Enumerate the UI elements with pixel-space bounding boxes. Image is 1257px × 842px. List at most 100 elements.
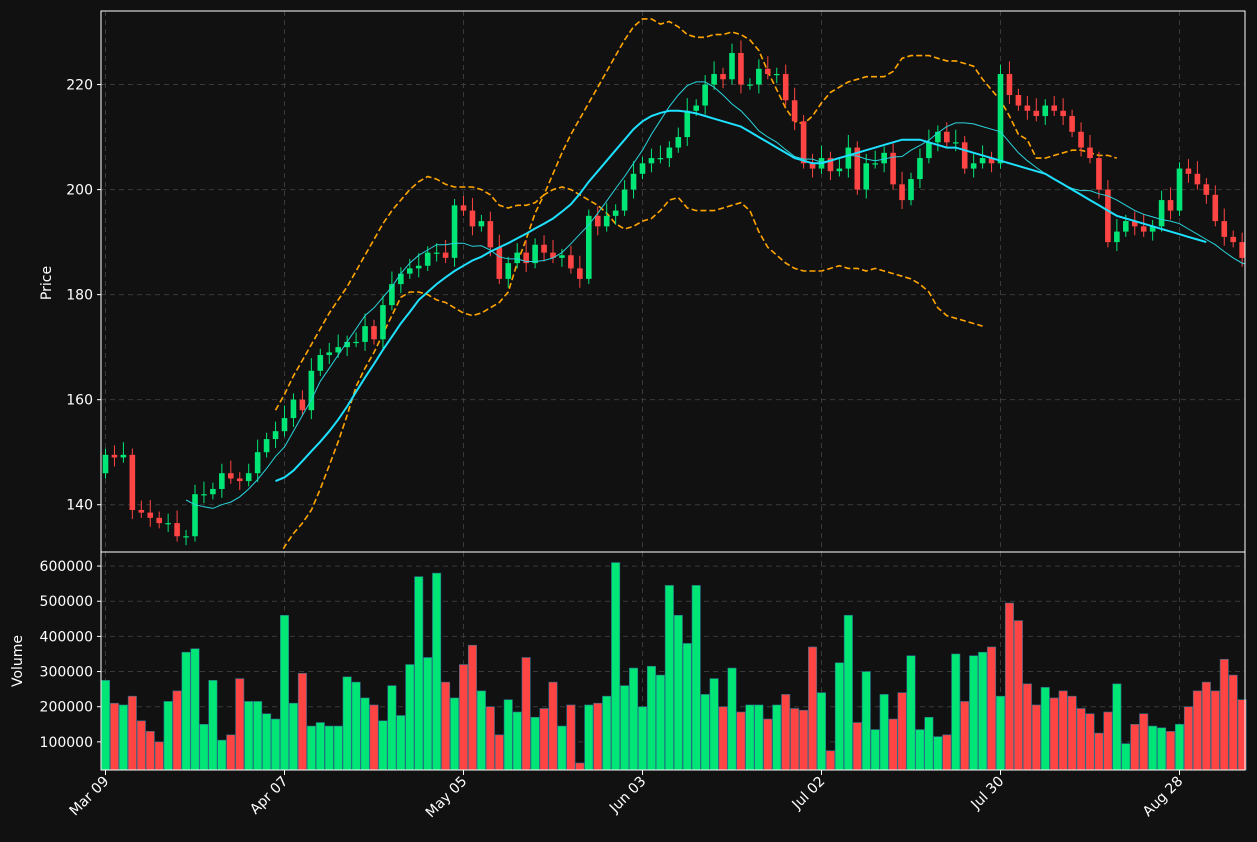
volume-y-axis-ticks: 100000 200000 300000 400000 500000 600000 [40, 559, 101, 751]
candle [979, 145, 986, 169]
candle-body [935, 131, 941, 143]
candle-body [657, 158, 664, 160]
volume-bar [288, 702, 298, 771]
volume-bar [951, 653, 961, 771]
candle-body [1176, 168, 1183, 211]
candle-body [988, 158, 995, 164]
candle [1069, 109, 1075, 138]
volume-bar [1121, 743, 1131, 771]
candle [1221, 208, 1228, 246]
volume-bar [458, 664, 468, 771]
candle-body [666, 147, 673, 159]
candle-body [433, 252, 440, 254]
candle-body [1185, 168, 1192, 174]
candle [442, 240, 449, 264]
volume-bar [1192, 690, 1202, 771]
candle [1212, 185, 1219, 227]
candle-body [738, 53, 744, 85]
candle-body [1203, 184, 1210, 195]
candle [1033, 98, 1040, 122]
candle-body [979, 158, 986, 164]
volume-bar [861, 671, 871, 771]
candle [961, 136, 968, 174]
candle [1078, 122, 1084, 157]
candle [192, 484, 198, 542]
candle [1194, 161, 1201, 190]
candle-body [648, 158, 655, 164]
candle [120, 442, 127, 463]
candle-body [639, 163, 646, 174]
candle-body [1006, 74, 1013, 96]
candle-body [756, 68, 762, 85]
candle [281, 405, 288, 437]
candle [469, 197, 476, 236]
candle-body [228, 473, 234, 479]
candle-body [1015, 95, 1022, 106]
candle [926, 129, 932, 164]
candle-body [917, 158, 923, 180]
candle [577, 255, 583, 288]
candle-body [415, 265, 422, 269]
candle-body [1033, 110, 1040, 117]
candle-body [451, 205, 458, 258]
candle [415, 253, 422, 278]
volume-bar [172, 690, 182, 771]
candle-body [1123, 221, 1129, 232]
volume-bar [718, 706, 728, 771]
candle-body [684, 110, 691, 138]
volume-bar [736, 711, 746, 771]
candle-body [1051, 105, 1057, 111]
candle-body [156, 517, 162, 524]
candle [398, 267, 404, 294]
price-tick-label: 160 [66, 393, 93, 409]
candle [353, 332, 359, 348]
volume-bar [315, 722, 325, 771]
candle [272, 421, 279, 449]
candle [1203, 178, 1210, 204]
volume-bar [503, 699, 513, 771]
volume-bar [271, 718, 281, 771]
volume-tick-label: 600000 [40, 559, 93, 575]
candle-body [1096, 158, 1102, 190]
candle [496, 234, 503, 285]
candle-body [326, 352, 333, 356]
candle-body [1042, 105, 1049, 117]
candle [586, 209, 592, 285]
candle [872, 150, 878, 169]
candle-body [532, 244, 538, 264]
volume-bar [942, 734, 952, 771]
candle-body [1114, 231, 1120, 243]
volume-bar [136, 720, 146, 771]
candle [1239, 232, 1245, 267]
candle-body [245, 473, 252, 482]
volume-bar [423, 657, 433, 771]
price-y-axis-ticks: 140 160 180 200 220 [66, 78, 101, 514]
candle-body [460, 205, 467, 211]
volume-bar [405, 664, 415, 771]
candle-body [926, 142, 932, 159]
volume-bar [548, 681, 558, 771]
candle-body [469, 210, 476, 227]
candle-body [442, 252, 449, 258]
candle-body [881, 152, 887, 164]
volume-bar [602, 695, 612, 771]
volume-bar [799, 709, 809, 771]
candle [684, 98, 691, 146]
candle-body [800, 121, 807, 164]
price-tick-label: 140 [66, 498, 93, 514]
volume-tick-label: 300000 [40, 665, 93, 681]
candle-body [845, 147, 852, 169]
candle-body [362, 326, 368, 342]
volume-bar [584, 704, 594, 771]
candle-body [541, 244, 547, 253]
candle-body [711, 74, 717, 85]
volume-bar [673, 614, 683, 771]
candle-body [201, 494, 207, 496]
candle [317, 348, 324, 377]
candle [147, 500, 154, 527]
candle [738, 40, 744, 94]
band-upper-line [274, 18, 1118, 411]
volume-bar [226, 734, 236, 771]
candle [228, 460, 234, 484]
volume-bar [682, 643, 692, 771]
